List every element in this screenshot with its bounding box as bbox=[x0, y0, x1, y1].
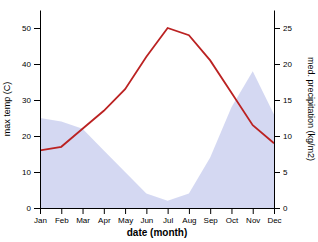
tick-mark bbox=[274, 208, 280, 209]
tick-label: Mar bbox=[76, 216, 90, 225]
axis-line bbox=[41, 208, 275, 209]
tick-label: Feb bbox=[55, 216, 69, 225]
tick: Mar bbox=[76, 208, 90, 225]
tick-label: Apr bbox=[98, 216, 111, 225]
tick-mark bbox=[34, 208, 40, 209]
tick-mark bbox=[231, 208, 232, 214]
x-axis: Jan Feb Mar Apr May Jun Jul Aug Sep Oct Nov Dec bbox=[34, 208, 282, 225]
tick-label: 20 bbox=[283, 60, 292, 69]
tick: Aug bbox=[182, 208, 196, 225]
tick-mark bbox=[34, 100, 40, 101]
tick-mark bbox=[40, 208, 41, 214]
tick-label: May bbox=[118, 216, 133, 225]
tick-label: 5 bbox=[283, 168, 288, 177]
tick-mark bbox=[253, 208, 254, 214]
tick: 20 bbox=[22, 132, 40, 141]
precipitation-area bbox=[40, 71, 274, 208]
marks bbox=[40, 28, 274, 208]
tick-label: 40 bbox=[22, 60, 31, 69]
tick: 10 bbox=[22, 168, 40, 177]
temperature-line bbox=[40, 28, 274, 150]
tick: Feb bbox=[55, 208, 69, 225]
tick-label: 50 bbox=[22, 24, 31, 33]
tick: Dec bbox=[267, 208, 281, 225]
tick-mark bbox=[34, 64, 40, 65]
tick: 0 bbox=[27, 204, 40, 213]
tick-label: 15 bbox=[283, 96, 292, 105]
tick: Jul bbox=[163, 208, 173, 225]
tick-mark bbox=[274, 28, 280, 29]
tick-mark bbox=[146, 208, 147, 214]
tick-label: 0 bbox=[27, 204, 32, 213]
chart: JanFebMarAprMayJunJulAugSepOctNovDec0102… bbox=[0, 0, 318, 242]
axis-line bbox=[274, 11, 275, 209]
tick: 15 bbox=[274, 96, 292, 105]
tick-mark bbox=[274, 136, 280, 137]
tick: Oct bbox=[226, 208, 239, 225]
tick-label: Oct bbox=[226, 216, 239, 225]
tick-mark bbox=[34, 172, 40, 173]
tick: 25 bbox=[274, 24, 292, 33]
tick-label: 25 bbox=[283, 24, 292, 33]
plot: JanFebMarAprMayJunJulAugSepOctNovDec0102… bbox=[2, 11, 316, 239]
tick: Sep bbox=[204, 208, 219, 225]
tick-label: Jul bbox=[163, 216, 173, 225]
tick-label: 10 bbox=[22, 168, 31, 177]
axis-line bbox=[40, 11, 41, 209]
tick-label: Aug bbox=[182, 216, 196, 225]
tick-mark bbox=[34, 28, 40, 29]
tick-label: Nov bbox=[246, 216, 260, 225]
tick-mark bbox=[210, 208, 211, 214]
tick-mark bbox=[104, 208, 105, 214]
x-axis-title: date (month) bbox=[127, 227, 188, 238]
tick-label: Jun bbox=[140, 216, 153, 225]
tick: Apr bbox=[98, 208, 111, 225]
tick-label: 10 bbox=[283, 132, 292, 141]
tick: 10 bbox=[274, 132, 292, 141]
tick: May bbox=[118, 208, 133, 225]
tick-label: Dec bbox=[267, 216, 281, 225]
tick-mark bbox=[189, 208, 190, 214]
tick: Jun bbox=[140, 208, 153, 225]
tick-mark bbox=[83, 208, 84, 214]
tick-label: 30 bbox=[22, 96, 31, 105]
tick: Jan bbox=[34, 208, 47, 225]
y-axis-title: max temp (C) bbox=[2, 82, 12, 137]
y2-axis-title: med. precipitation (kg/m2) bbox=[306, 57, 316, 161]
tick: 0 bbox=[274, 204, 288, 213]
tick: 30 bbox=[22, 96, 40, 105]
tick: 40 bbox=[22, 60, 40, 69]
tick-label: Jan bbox=[34, 216, 47, 225]
tick-mark bbox=[125, 208, 126, 214]
y-axis: 0 10 20 30 40 50 bbox=[22, 11, 40, 214]
tick-label: 20 bbox=[22, 132, 31, 141]
tick: 20 bbox=[274, 60, 292, 69]
tick-label: 0 bbox=[283, 204, 288, 213]
tick: 5 bbox=[274, 168, 288, 177]
tick-mark bbox=[34, 136, 40, 137]
tick-mark bbox=[168, 208, 169, 214]
tick-mark bbox=[274, 100, 280, 101]
tick: 50 bbox=[22, 24, 40, 33]
tick-mark bbox=[61, 208, 62, 214]
y2-axis: 0 5 10 15 20 25 bbox=[274, 11, 292, 214]
tick-mark bbox=[274, 172, 280, 173]
tick-mark bbox=[274, 64, 280, 65]
tick-label: Sep bbox=[204, 216, 219, 225]
tick: Nov bbox=[246, 208, 260, 225]
